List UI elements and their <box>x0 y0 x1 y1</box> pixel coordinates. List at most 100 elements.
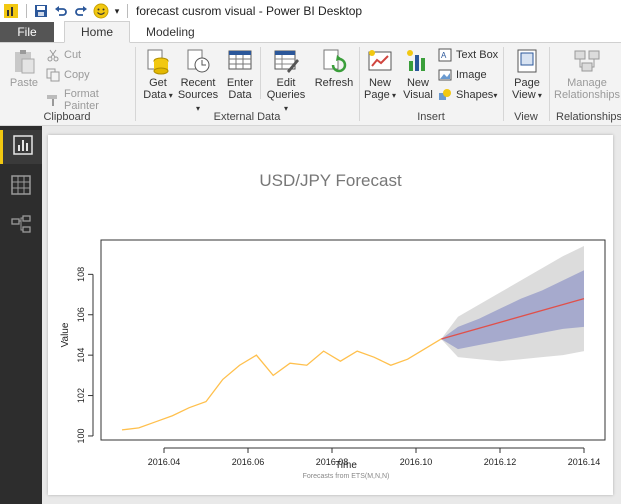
new-page-label-2: Page <box>364 89 390 101</box>
manage-relationships-icon <box>573 47 601 75</box>
group-separator <box>260 47 261 99</box>
page-view-button[interactable]: Page View ▾ <box>508 47 546 102</box>
shapes-button[interactable]: Shapes ▾ <box>438 88 497 102</box>
new-page-button[interactable]: New Page ▾ <box>362 47 398 102</box>
group-separator <box>135 47 136 121</box>
external-data-group: Get Data ▾ Recent Sources ▾ Enter Data E… <box>136 43 358 125</box>
cut-button[interactable]: Cut <box>46 48 81 62</box>
clipboard-group-label: Clipboard <box>43 111 91 123</box>
new-page-icon <box>366 47 394 75</box>
undo-icon[interactable] <box>51 1 71 21</box>
table-icon <box>11 174 31 200</box>
customize-quick-access-icon[interactable]: ▾ <box>114 5 120 16</box>
copy-label: Copy <box>64 69 90 81</box>
tab-modeling[interactable]: Modeling <box>146 25 195 39</box>
data-view-button[interactable] <box>0 170 42 204</box>
get-data-button[interactable]: Get Data ▾ <box>140 47 176 102</box>
y-tick-label: 108 <box>76 267 86 282</box>
x-tick-label: 2016.06 <box>232 457 265 467</box>
text-box-button[interactable]: A Text Box <box>438 48 498 62</box>
x-tick-label: 2016.04 <box>148 457 181 467</box>
image-icon <box>438 68 452 82</box>
image-button[interactable]: Image <box>438 68 487 82</box>
x-tick-label: 2016.08 <box>316 457 349 467</box>
forecast-chart: Time Value Forecasts from ETS(M,N,N) 201… <box>60 239 606 480</box>
refresh-label: Refresh <box>314 77 354 89</box>
cut-label: Cut <box>64 49 82 61</box>
chevron-down-icon: ▾ <box>389 91 396 100</box>
format-painter-label: Format Painter <box>64 88 99 112</box>
chevron-down-icon: ▾ <box>283 104 288 113</box>
external-data-group-label: External Data <box>213 111 281 123</box>
refresh-button[interactable]: Refresh <box>314 47 354 89</box>
title-separator <box>26 4 27 18</box>
paintbrush-icon <box>46 93 60 107</box>
y-tick-label: 100 <box>76 428 86 443</box>
paste-button[interactable]: Paste <box>8 47 40 89</box>
scissors-icon <box>46 48 60 62</box>
shapes-icon <box>438 88 452 102</box>
group-separator <box>359 47 360 121</box>
report-view-button[interactable] <box>0 130 42 164</box>
y-tick-label: 102 <box>76 388 86 403</box>
copy-icon <box>46 68 60 82</box>
forecast-visual[interactable]: USD/JPY Forecast Time Value Forecasts fr… <box>48 135 613 495</box>
save-icon[interactable] <box>31 1 51 21</box>
enter-data-button[interactable]: Enter Data <box>223 47 257 101</box>
relationships-group: Manage Relationships Relationships <box>550 43 621 125</box>
edit-queries-icon <box>272 47 300 75</box>
recent-sources-label-1: Recent <box>180 77 216 89</box>
view-group: Page View ▾ View <box>504 43 548 125</box>
recent-sources-button[interactable]: Recent Sources ▾ <box>176 47 220 115</box>
ribbon-tabs: File Home Modeling <box>0 21 621 43</box>
relationships-group-label: Relationships <box>556 111 621 123</box>
page-view-label-2: View <box>512 89 536 101</box>
tab-home[interactable]: Home <box>64 21 131 43</box>
x-tick-label: 2016.14 <box>568 457 601 467</box>
format-painter-button[interactable]: Format Painter <box>46 88 134 112</box>
new-visual-label-2: Visual <box>403 89 433 101</box>
plot-frame <box>100 239 606 441</box>
x-tick-label: 2016.10 <box>400 457 433 467</box>
shapes-label: Shapes <box>456 89 494 101</box>
forecast-line <box>441 297 585 340</box>
get-data-label-2: Data <box>143 89 167 101</box>
image-label: Image <box>456 69 487 81</box>
relationship-icon <box>11 214 31 240</box>
svg-text:A: A <box>441 51 447 60</box>
table-grid-icon <box>226 47 254 75</box>
text-box-icon: A <box>438 48 452 62</box>
x-axis-title: Time <box>335 460 357 471</box>
edit-queries-label-1: Edit <box>276 77 296 89</box>
get-data-label-1: Get <box>149 77 167 89</box>
new-page-label-1: New <box>368 77 391 89</box>
redo-icon[interactable] <box>71 1 91 21</box>
group-separator <box>549 47 550 121</box>
chart-title: USD/JPY Forecast <box>259 171 402 190</box>
new-visual-icon <box>404 47 432 75</box>
edit-queries-button[interactable]: Edit Queries ▾ <box>264 47 308 115</box>
y-tick-label: 106 <box>76 307 86 322</box>
insert-group-label: Insert <box>417 111 445 123</box>
y-axis-title: Value <box>60 322 71 347</box>
manage-relationships-button[interactable]: Manage Relationships <box>554 47 620 101</box>
copy-button[interactable]: Copy <box>46 68 90 82</box>
paste-icon <box>10 47 38 75</box>
refresh-icon <box>320 47 348 75</box>
chevron-down-icon: ▾ <box>195 104 200 113</box>
paste-label: Paste <box>9 77 39 89</box>
edit-queries-label-2: Queries <box>266 89 306 101</box>
chevron-down-icon: ▾ <box>493 90 498 100</box>
insert-group: New Page ▾ New Visual A Text Box Image S… <box>360 43 502 125</box>
smiley-icon[interactable] <box>91 1 111 21</box>
window-title: forecast cusrom visual - Power BI Deskto… <box>136 4 363 18</box>
relationships-view-button[interactable] <box>0 210 42 244</box>
left-navigation <box>0 126 42 504</box>
view-group-label: View <box>514 111 538 123</box>
recent-sources-label-2: Sources <box>177 89 219 101</box>
manage-relationships-label-1: Manage <box>567 77 607 89</box>
y-tick-label: 104 <box>76 348 86 363</box>
new-visual-button[interactable]: New Visual <box>400 47 436 101</box>
tab-file[interactable]: File <box>0 22 54 42</box>
database-icon <box>144 47 172 75</box>
